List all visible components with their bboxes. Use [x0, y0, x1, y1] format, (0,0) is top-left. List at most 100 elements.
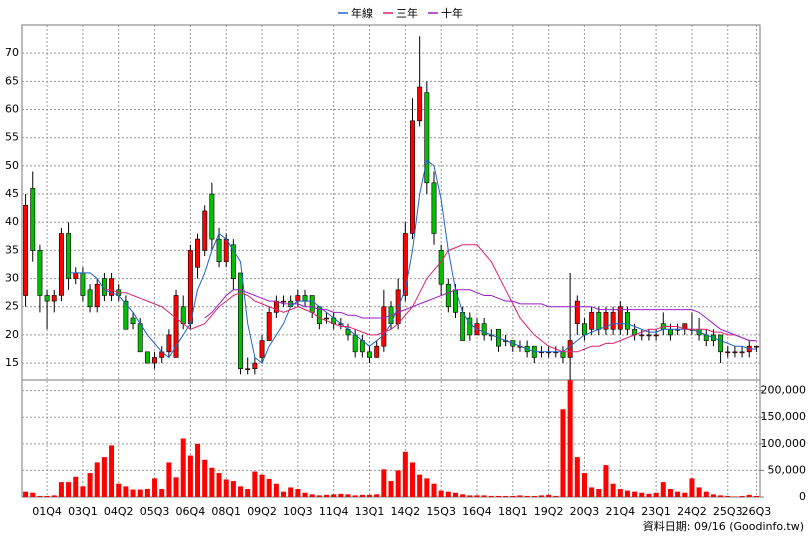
candle-body [44, 295, 50, 302]
volume-bar [660, 482, 666, 497]
candle-body [252, 362, 258, 370]
x-tick-label: 04Q2 [104, 505, 134, 518]
candle-body [23, 205, 29, 296]
candle-body [424, 92, 430, 184]
volume-bar [209, 467, 215, 497]
volume-bar [474, 495, 480, 497]
volume-bar [51, 495, 57, 497]
candle-body [732, 351, 738, 354]
volume-bar [331, 494, 337, 497]
volume-bar [187, 455, 193, 497]
candle-body [144, 351, 150, 364]
candle-body [295, 295, 301, 302]
ma-line [68, 159, 757, 364]
candle-body [410, 120, 415, 234]
candle-body [130, 317, 136, 324]
volume-bar [338, 493, 344, 497]
volume-bar [159, 489, 165, 497]
volume-bar [689, 478, 695, 497]
candle-body [753, 345, 759, 348]
candle-body [202, 210, 208, 251]
candle-body [30, 188, 36, 251]
volume-bar [94, 462, 100, 497]
volume-bar [302, 492, 308, 497]
candle-body [173, 295, 179, 358]
candle-body [73, 272, 79, 279]
candle-body [617, 306, 623, 330]
volume-bar [381, 469, 387, 497]
volume-bar [703, 491, 709, 497]
volume-bar [488, 495, 494, 497]
volume-bar [245, 489, 251, 497]
volume-bar [324, 494, 330, 497]
volume-bar [402, 451, 408, 497]
volume-bar [510, 495, 516, 497]
candle-body [725, 351, 731, 354]
volume-bar [366, 494, 373, 497]
y-tick-label: 45 [5, 187, 19, 200]
volume-bar [739, 495, 745, 497]
candle-body [352, 334, 358, 353]
volume-bar [388, 481, 394, 497]
y-tick-label: 25 [5, 300, 19, 313]
x-tick-label: 15Q3 [426, 505, 456, 518]
volume-bar [467, 495, 473, 497]
volume-bar [682, 492, 688, 497]
volume-bar [44, 495, 50, 497]
volume-bar [316, 495, 322, 497]
x-tick-label: 10Q3 [283, 505, 313, 518]
candle-body [245, 368, 251, 371]
y-tick-label: 20 [5, 328, 19, 341]
volume-bar [87, 473, 93, 497]
volume-bar [345, 494, 351, 497]
volume-bar [452, 492, 458, 497]
volume-bar [180, 438, 186, 497]
volume-bar [352, 495, 358, 497]
candle-body [624, 312, 630, 330]
volume-bar [216, 473, 222, 497]
candle-body [123, 300, 129, 330]
volume-bar [273, 483, 279, 497]
volume-bar [123, 486, 129, 497]
y-tick-label: 30 [5, 272, 19, 285]
candle-body [739, 351, 745, 354]
candle-body [80, 272, 86, 296]
y-tick-label: 50 [5, 159, 19, 172]
volume-bar [309, 494, 315, 497]
plot-frame [21, 24, 761, 498]
candle-body [438, 250, 444, 285]
y2-tick-label: 100,000 [761, 437, 807, 450]
candle-body [324, 317, 329, 320]
candle-body [481, 323, 487, 336]
volume-bar [617, 489, 623, 497]
x-tick-label: 01Q4 [32, 505, 62, 518]
x-tick-label: 11Q4 [319, 505, 349, 518]
volume-bar [503, 495, 509, 497]
volume-bar [581, 473, 587, 497]
candle-body [216, 238, 222, 262]
candle-body [381, 306, 387, 347]
legend: 年線 三年 十年 [338, 6, 463, 20]
volume-bar [696, 487, 702, 497]
candle-body [259, 340, 265, 358]
volume-bar [23, 491, 29, 497]
volume-bar [589, 487, 595, 497]
volume-bar [574, 457, 580, 497]
volume-bar [610, 483, 616, 497]
volume-bar [460, 494, 466, 497]
candle-body [574, 300, 580, 324]
candle-body [646, 334, 652, 337]
volume-bar [116, 483, 122, 497]
volume-bar [374, 494, 380, 497]
volume-bar [495, 495, 501, 497]
candle-body [209, 193, 215, 240]
candle-body [367, 351, 372, 358]
candle-body [281, 300, 286, 303]
volume-bar [259, 474, 265, 497]
x-tick-label: 03Q1 [68, 505, 98, 518]
candle-body [653, 334, 659, 337]
volume-bar [166, 462, 172, 497]
volume-bar [230, 481, 236, 497]
x-tick-label: 25Q3 [713, 505, 743, 518]
